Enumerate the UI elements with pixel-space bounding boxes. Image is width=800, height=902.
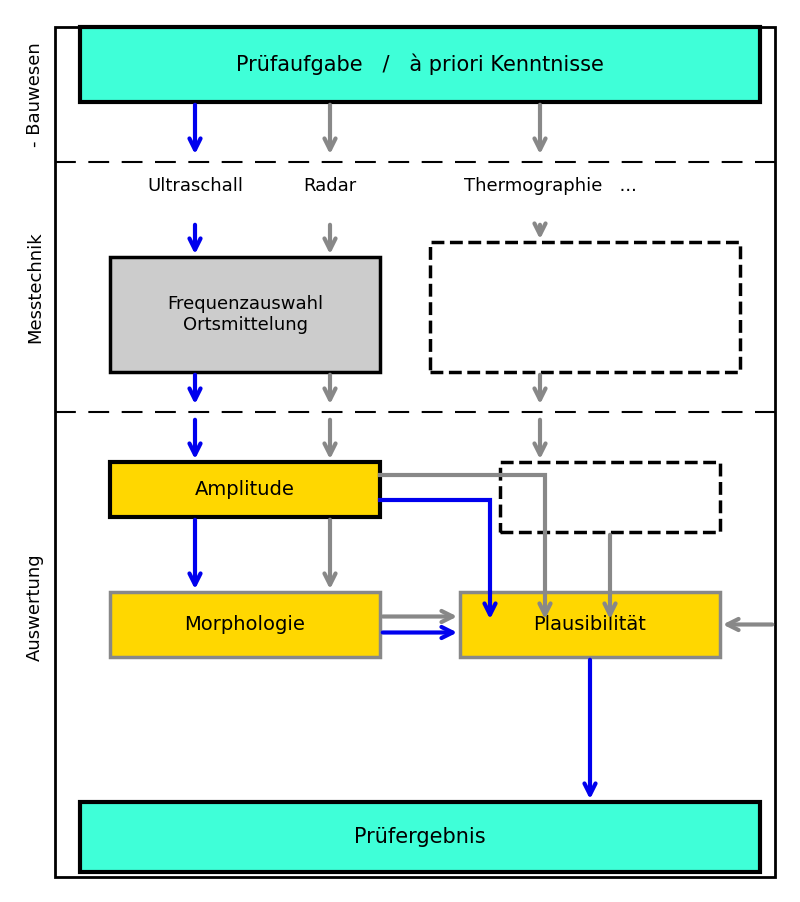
Text: Plausibilität: Plausibilität [534, 615, 646, 634]
Bar [110, 462, 380, 517]
Bar [110, 592, 380, 657]
Text: Radar: Radar [303, 177, 357, 195]
Bar [110, 257, 380, 372]
Text: Prüfergebnis: Prüfergebnis [354, 827, 486, 847]
Bar [430, 242, 740, 372]
Text: Amplitude: Amplitude [195, 480, 295, 499]
Text: Auswertung: Auswertung [26, 553, 44, 661]
Bar [460, 592, 720, 657]
Text: Prüfaufgabe   /   à priori Kenntnisse: Prüfaufgabe / à priori Kenntnisse [236, 54, 604, 75]
Text: Morphologie: Morphologie [185, 615, 306, 634]
Text: - Bauwesen: - Bauwesen [26, 42, 44, 147]
Bar [80, 802, 760, 872]
Text: Thermographie   ...: Thermographie ... [463, 177, 637, 195]
Text: Messtechnik: Messtechnik [26, 231, 44, 343]
Bar [80, 27, 760, 102]
Bar [500, 462, 720, 532]
Text: Frequenzauswahl
Ortsmittelung: Frequenzauswahl Ortsmittelung [167, 295, 323, 334]
Text: Ultraschall: Ultraschall [147, 177, 243, 195]
